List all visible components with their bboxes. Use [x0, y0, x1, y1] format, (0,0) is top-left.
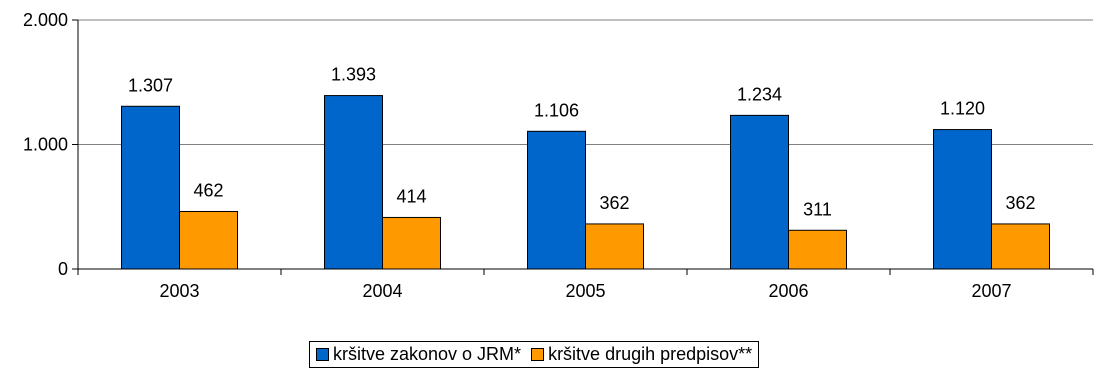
bar-jrm-2005: [527, 130, 586, 270]
bar-other-2006: [788, 229, 847, 270]
labels: 0 1.000 2.000 1.307 462 2003 1.393 414 2004 1.106…: [23, 10, 1036, 301]
legend-swatch-series-1: [316, 348, 329, 361]
bar-jrm-2003: [121, 105, 180, 270]
x-tick-label: 2006: [768, 281, 808, 301]
data-label: 362: [1005, 193, 1035, 213]
data-label: 311: [803, 199, 832, 219]
data-label: 362: [599, 193, 629, 213]
data-label: 1.307: [128, 75, 173, 95]
x-tick-label: 2007: [971, 281, 1011, 301]
x-tick-label: 2004: [362, 281, 402, 301]
legend-swatch-series-2: [531, 348, 545, 361]
x-tick-label: 2003: [159, 281, 199, 301]
legend-item-series-1: kršitve zakonov o JRM*: [316, 344, 521, 365]
y-tick-label: 2.000: [23, 10, 68, 30]
bar-other-2004: [382, 216, 441, 270]
bar-other-2007: [991, 223, 1050, 270]
x-tick-label: 2005: [565, 281, 605, 301]
data-label: 1.393: [331, 65, 376, 85]
bar-jrm-2007: [933, 129, 992, 270]
legend: kršitve zakonov o JRM* kršitve drugih pr…: [309, 341, 760, 368]
bar-other-2003: [179, 210, 238, 270]
bar-other-2005: [585, 223, 644, 270]
data-label: 1.234: [737, 84, 782, 104]
data-label: 414: [396, 186, 426, 206]
gridlines: [78, 19, 1093, 145]
axes: [72, 19, 1094, 275]
data-label: 462: [193, 180, 223, 200]
bar-chart: 0 1.000 2.000 1.307 462 2003 1.393 414 2004 1.106…: [23, 10, 1094, 301]
y-tick-label: 0: [58, 259, 68, 279]
data-label: 1.120: [940, 99, 985, 119]
bar-jrm-2004: [324, 95, 383, 270]
legend-item-series-2: kršitve drugih predpisov**: [531, 344, 752, 365]
y-tick-label: 1.000: [23, 135, 68, 155]
bars: [121, 95, 1050, 270]
legend-label-series-1: kršitve zakonov o JRM*: [333, 344, 522, 364]
data-label: 1.106: [534, 100, 579, 120]
bar-jrm-2006: [730, 114, 789, 270]
legend-label-series-2: kršitve drugih predpisov**: [548, 344, 753, 364]
